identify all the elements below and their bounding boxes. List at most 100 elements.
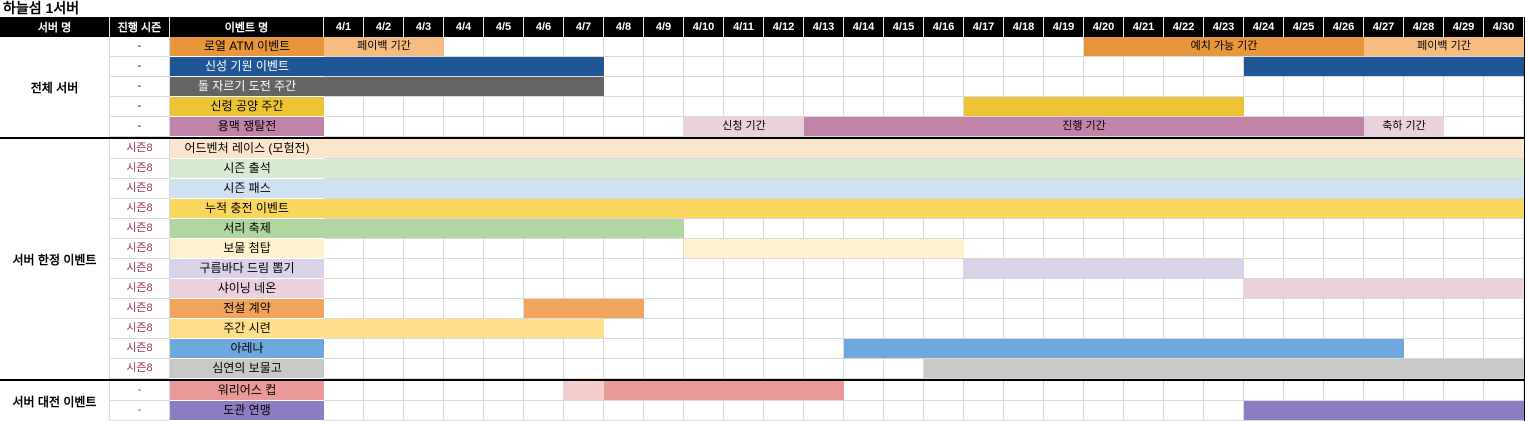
season-cell: - [110,37,170,57]
event-row: 시즌8 주간 시련 [110,319,1524,339]
event-label: 로열 ATM 이벤트 [170,37,324,57]
date-header-cell: 4/11 [724,17,764,37]
header-event-col: 이벤트 명 [170,17,324,37]
event-row: - 신성 기원 이벤트 [110,57,1524,77]
event-row: 시즌8 구름바다 드림 뽑기 [110,259,1524,279]
date-header-cell: 4/27 [1364,17,1404,37]
event-label: 주간 시련 [170,319,324,339]
date-header-cell: 4/29 [1444,17,1484,37]
section-body: - 워리어스 컵 - 도관 연맹 [110,381,1524,421]
date-header-cell: 4/25 [1284,17,1324,37]
date-header-cell: 4/8 [604,17,644,37]
event-label: 심연의 보물고 [170,359,324,379]
gantt-bar [564,381,604,400]
gantt-bar [324,219,684,238]
row-timeline: 신청 기간 진행 기간 축하 기간 [324,117,1524,137]
gantt-bar [964,259,1244,278]
row-timeline [324,401,1524,421]
section-row-group: 전체 서버 - 로열 ATM 이벤트 페이백 기간 예치 가능 기간 페이백 기간 - 신성 … [0,37,1524,137]
section-row-group: 서버 한정 이벤트 시즌8 어드벤처 레이스 (모험전) 시즌8 시즌 출석 시즌8 시즌 … [0,137,1524,379]
gantt-bar [964,97,1244,116]
section-body: - 로열 ATM 이벤트 페이백 기간 예치 가능 기간 페이백 기간 - 신성 기원 이벤… [110,37,1524,137]
section-name: 서버 대전 이벤트 [0,381,110,421]
event-row: - 도관 연맹 [110,401,1524,421]
event-label: 서리 축제 [170,219,324,239]
event-row: - 용맥 쟁탈전 신청 기간 진행 기간 축하 기간 [110,117,1524,137]
table-body: 전체 서버 - 로열 ATM 이벤트 페이백 기간 예치 가능 기간 페이백 기간 - 신성 … [0,37,1524,421]
date-header-cell: 4/12 [764,17,804,37]
season-cell: - [110,401,170,421]
gantt-bar [324,319,604,338]
gantt-bar [324,199,1524,218]
season-cell: - [110,77,170,97]
row-timeline [324,339,1524,359]
date-header-cell: 4/18 [1004,17,1044,37]
season-cell: 시즌8 [110,359,170,379]
row-timeline [324,319,1524,339]
gantt-bar [324,179,1524,198]
date-header-cell: 4/28 [1404,17,1444,37]
event-label: 보물 첨탑 [170,239,324,259]
date-header-cell: 4/19 [1044,17,1084,37]
season-cell: 시즌8 [110,199,170,219]
event-row: 시즌8 보물 첨탑 [110,239,1524,259]
event-row: 시즌8 심연의 보물고 [110,359,1524,379]
row-timeline [324,199,1524,219]
event-label: 돌 자르기 도전 주간 [170,77,324,97]
date-header-cell: 4/23 [1204,17,1244,37]
header-row: 서버 명 진행 시즌 이벤트 명 4/1 4/2 4/3 4/4 4/5 4/6 4/7 4/… [0,17,1524,37]
schedule-grid: 서버 명 진행 시즌 이벤트 명 4/1 4/2 4/3 4/4 4/5 4/6 4/7 4/… [0,17,1525,421]
sheet-title: 하늘섬 1서버 [3,0,80,16]
date-header-cell: 4/10 [684,17,724,37]
date-header-cell: 4/13 [804,17,844,37]
gantt-bar: 축하 기간 [1364,117,1444,136]
event-row: - 로열 ATM 이벤트 페이백 기간 예치 가능 기간 페이백 기간 [110,37,1524,57]
event-row: 시즌8 누적 충전 이벤트 [110,199,1524,219]
event-row: 시즌8 전설 계약 [110,299,1524,319]
date-header-cell: 4/4 [444,17,484,37]
season-cell: - [110,57,170,77]
row-timeline [324,279,1524,299]
event-label: 샤이닝 네온 [170,279,324,299]
gantt-bar [844,339,1404,358]
row-timeline [324,179,1524,199]
gantt-bar [1244,401,1524,420]
row-timeline [324,97,1524,117]
gantt-bar: 예치 가능 기간 [1084,37,1364,56]
event-row: 시즌8 아레나 [110,339,1524,359]
gantt-bar [684,239,964,258]
section-body: 시즌8 어드벤처 레이스 (모험전) 시즌8 시즌 출석 시즌8 시즌 패스 시즌8 누적 충… [110,139,1524,379]
gantt-bar [604,381,844,400]
season-cell: 시즌8 [110,239,170,259]
date-header-cell: 4/2 [364,17,404,37]
event-row: 시즌8 서리 축제 [110,219,1524,239]
event-row: 시즌8 시즌 출석 [110,159,1524,179]
season-cell: 시즌8 [110,219,170,239]
gantt-bar: 신청 기간 [684,117,804,136]
date-header-cell: 4/14 [844,17,884,37]
season-cell: 시즌8 [110,279,170,299]
row-timeline [324,139,1524,159]
date-header-cell: 4/20 [1084,17,1124,37]
event-label: 시즌 출석 [170,159,324,179]
season-cell: 시즌8 [110,159,170,179]
event-label: 도관 연맹 [170,401,324,421]
gantt-bar [924,359,1524,378]
row-timeline [324,77,1524,97]
date-header-cell: 4/21 [1124,17,1164,37]
date-header-cell: 4/24 [1244,17,1284,37]
date-header-cell: 4/16 [924,17,964,37]
row-timeline [324,359,1524,379]
date-header-cell: 4/15 [884,17,924,37]
gantt-bar [1244,57,1524,76]
event-label: 신령 공양 주간 [170,97,324,117]
row-timeline [324,259,1524,279]
section-name: 서버 한정 이벤트 [0,139,110,379]
season-cell: 시즌8 [110,299,170,319]
section-name: 전체 서버 [0,37,110,137]
date-header-cell: 4/26 [1324,17,1364,37]
date-header-cell: 4/5 [484,17,524,37]
event-label: 시즌 패스 [170,179,324,199]
event-row: 시즌8 시즌 패스 [110,179,1524,199]
